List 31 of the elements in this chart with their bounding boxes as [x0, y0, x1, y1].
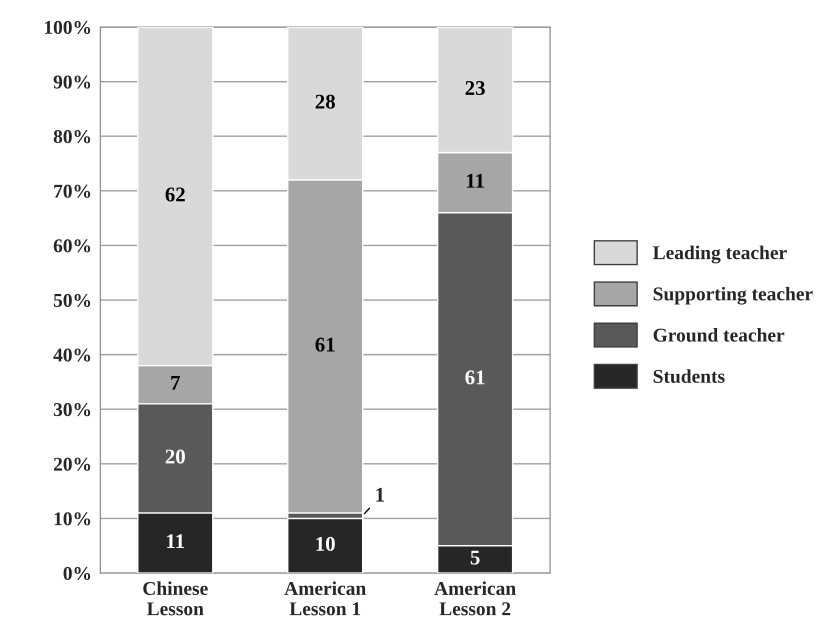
- data-label: 20: [166, 450, 185, 464]
- x-tick-label: Chinese Lesson: [143, 581, 208, 616]
- legend-label: Ground teacher: [654, 328, 784, 342]
- data-label: 61: [465, 370, 484, 384]
- data-label: 23: [466, 81, 485, 96]
- y-tick-label: 70%: [54, 184, 90, 198]
- data-label: 61: [316, 338, 335, 352]
- x-tick-label: American Lesson 2: [434, 581, 516, 616]
- legend-label: Supporting teacher: [654, 286, 813, 305]
- legend-label: Leading teacher: [653, 246, 787, 264]
- data-label: 62: [166, 188, 185, 202]
- data-label: 5: [470, 550, 480, 565]
- y-tick-label: 20%: [54, 458, 90, 471]
- data-label: 28: [316, 94, 335, 109]
- data-label: 10: [316, 536, 335, 551]
- bar: [287, 518, 364, 574]
- y-tick-label: 80%: [54, 130, 90, 144]
- x-tick-label: American Lesson 1: [284, 581, 366, 616]
- y-tick-label: 50%: [54, 294, 90, 308]
- data-label: 11: [466, 174, 484, 188]
- y-tick-label: 10%: [54, 512, 90, 526]
- y-tick-label: 90%: [54, 75, 90, 89]
- data-label: 11: [167, 534, 184, 548]
- data-label: 1: [376, 488, 384, 502]
- y-tick-label: 30%: [54, 403, 90, 416]
- data-label: 7: [171, 376, 180, 390]
- y-tick-label: 60%: [54, 239, 90, 252]
- legend-label: Students: [654, 369, 725, 383]
- y-tick-label: 40%: [53, 348, 90, 362]
- y-tick-label: 0%: [64, 566, 90, 580]
- y-tick-label: 100%: [44, 20, 90, 34]
